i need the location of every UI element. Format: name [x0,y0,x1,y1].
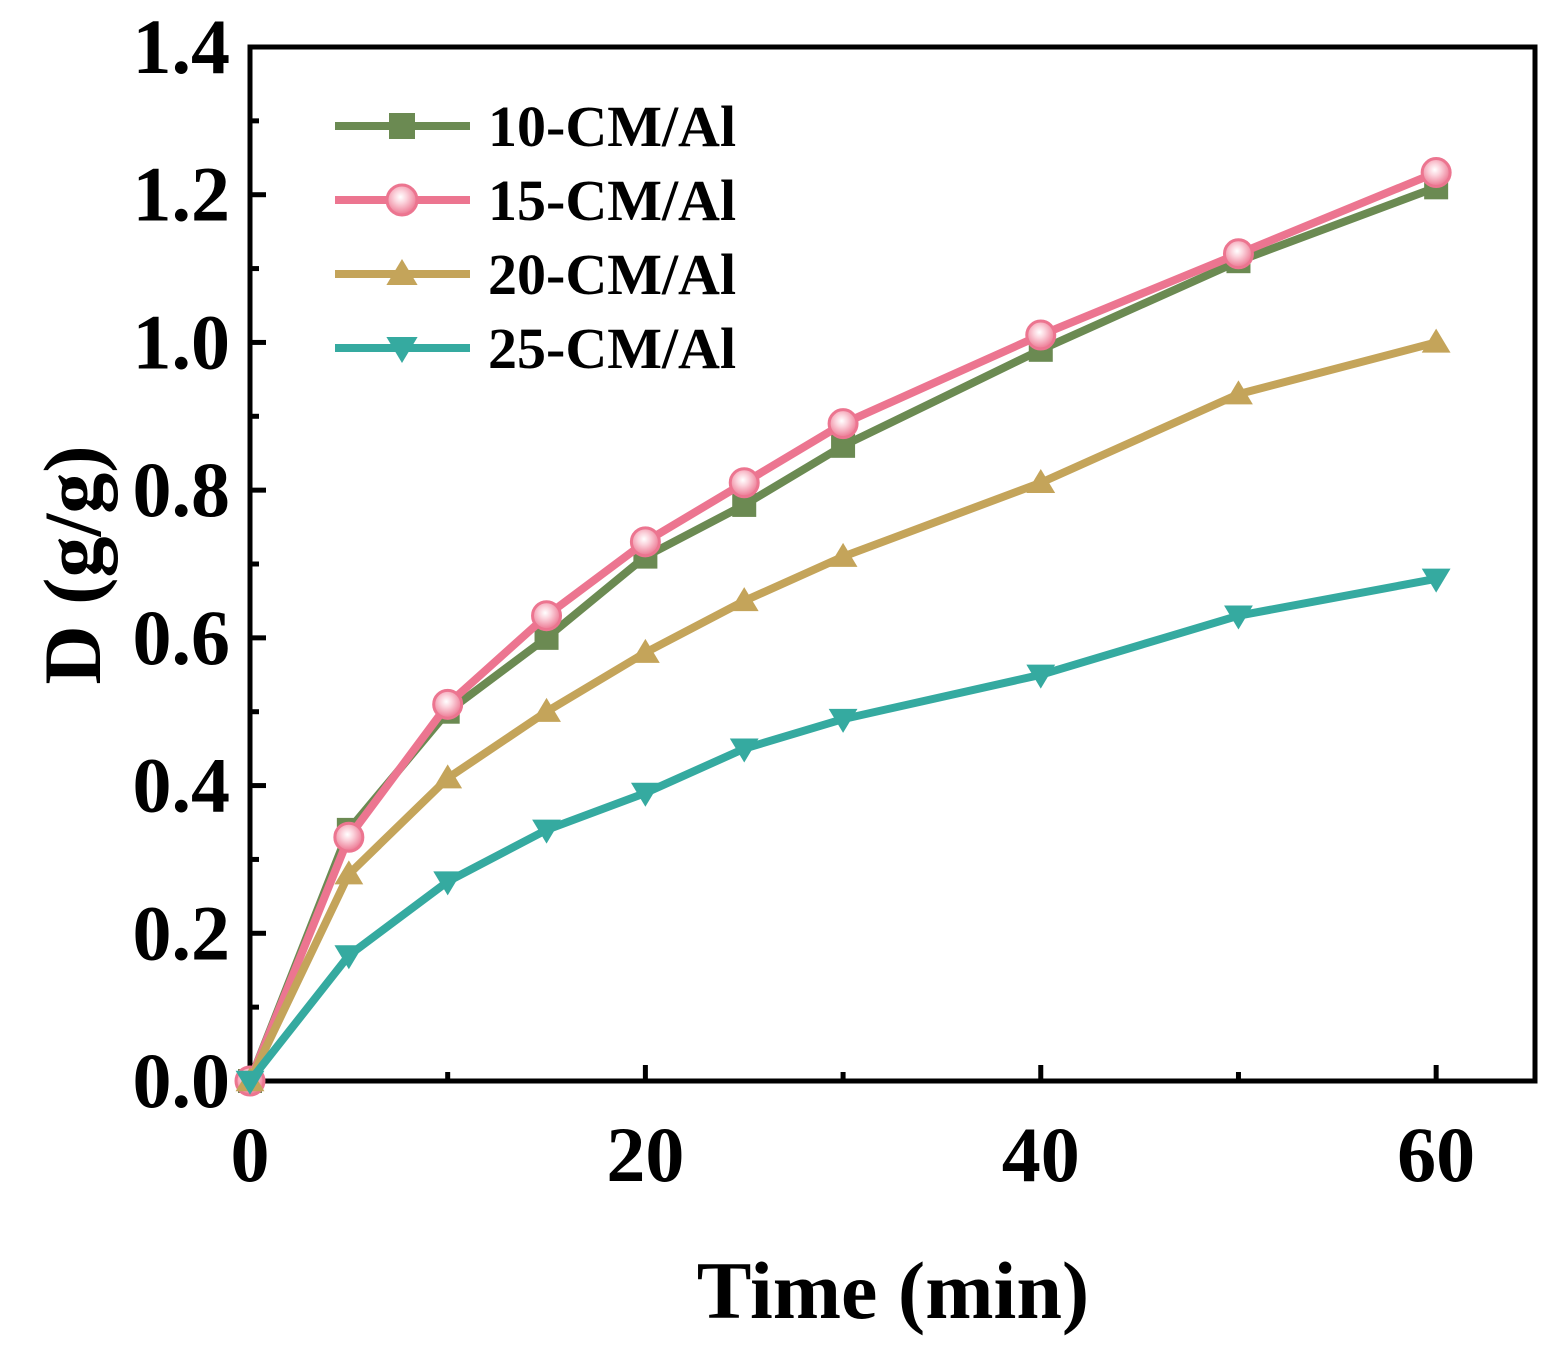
y-tick-label: 0.2 [133,889,231,976]
series-line [246,183,1438,1083]
data-point [1222,238,1254,270]
series-15-CM/Al [234,157,1452,1097]
data-point [728,467,760,499]
data-point [433,764,463,789]
legend-item: 15-CM/Al [335,168,736,233]
data-point [532,697,561,722]
y-tick-label: 0.0 [133,1037,231,1124]
legend-marker [389,113,415,139]
y-tick-label: 1.4 [133,3,231,90]
legend-label: 10-CM/Al [488,94,736,159]
data-point [630,638,660,663]
data-point [532,819,561,844]
x-tick-label: 40 [1002,1111,1080,1198]
data-point [827,408,859,440]
data-point [629,526,661,558]
data-point [432,688,464,720]
data-point [828,708,858,733]
data-point [729,738,759,763]
data-point [433,871,463,896]
data-point [1421,568,1451,593]
series-line [246,338,1438,1083]
data-point [334,945,364,970]
y-tick-label: 0.6 [133,594,231,681]
legend-label: 15-CM/Al [488,168,736,233]
data-point [1421,328,1451,353]
data-point [729,587,759,612]
legend-item: 25-CM/Al [335,316,736,381]
data-point [531,600,563,632]
series-line [246,574,1437,1084]
y-tick-label: 1.0 [133,298,231,385]
series-20-CM/Al [235,328,1451,1092]
data-point [1026,664,1056,689]
data-point [1025,319,1057,351]
legend-item: 10-CM/Al [335,94,736,159]
series-line [246,168,1438,1083]
data-point [334,860,364,885]
y-axis-title: D (g/g) [27,445,118,684]
y-tick-label: 0.4 [133,742,231,829]
series-25-CM/Al [235,568,1451,1095]
data-point [1026,468,1056,493]
data-point [828,542,858,567]
data-point [1420,157,1452,189]
legend-item: 20-CM/Al [335,242,736,307]
data-point [333,821,365,853]
legend-label: 20-CM/Al [488,242,736,307]
series-10-CM/Al [238,175,1449,1093]
legend-marker [386,259,418,286]
data-point [1224,380,1253,405]
x-tick-label: 0 [231,1111,270,1198]
data-point [630,782,660,807]
data-point [1224,605,1253,630]
legend-marker [386,336,418,363]
x-axis-title: Time (min) [697,1245,1090,1336]
y-tick-label: 0.8 [133,446,231,533]
legend-label: 25-CM/Al [488,316,736,381]
data-point [235,1070,265,1095]
x-tick-label: 20 [606,1111,684,1198]
legend-marker [385,183,419,217]
x-tick-label: 60 [1397,1111,1475,1198]
y-tick-label: 1.2 [133,151,231,238]
